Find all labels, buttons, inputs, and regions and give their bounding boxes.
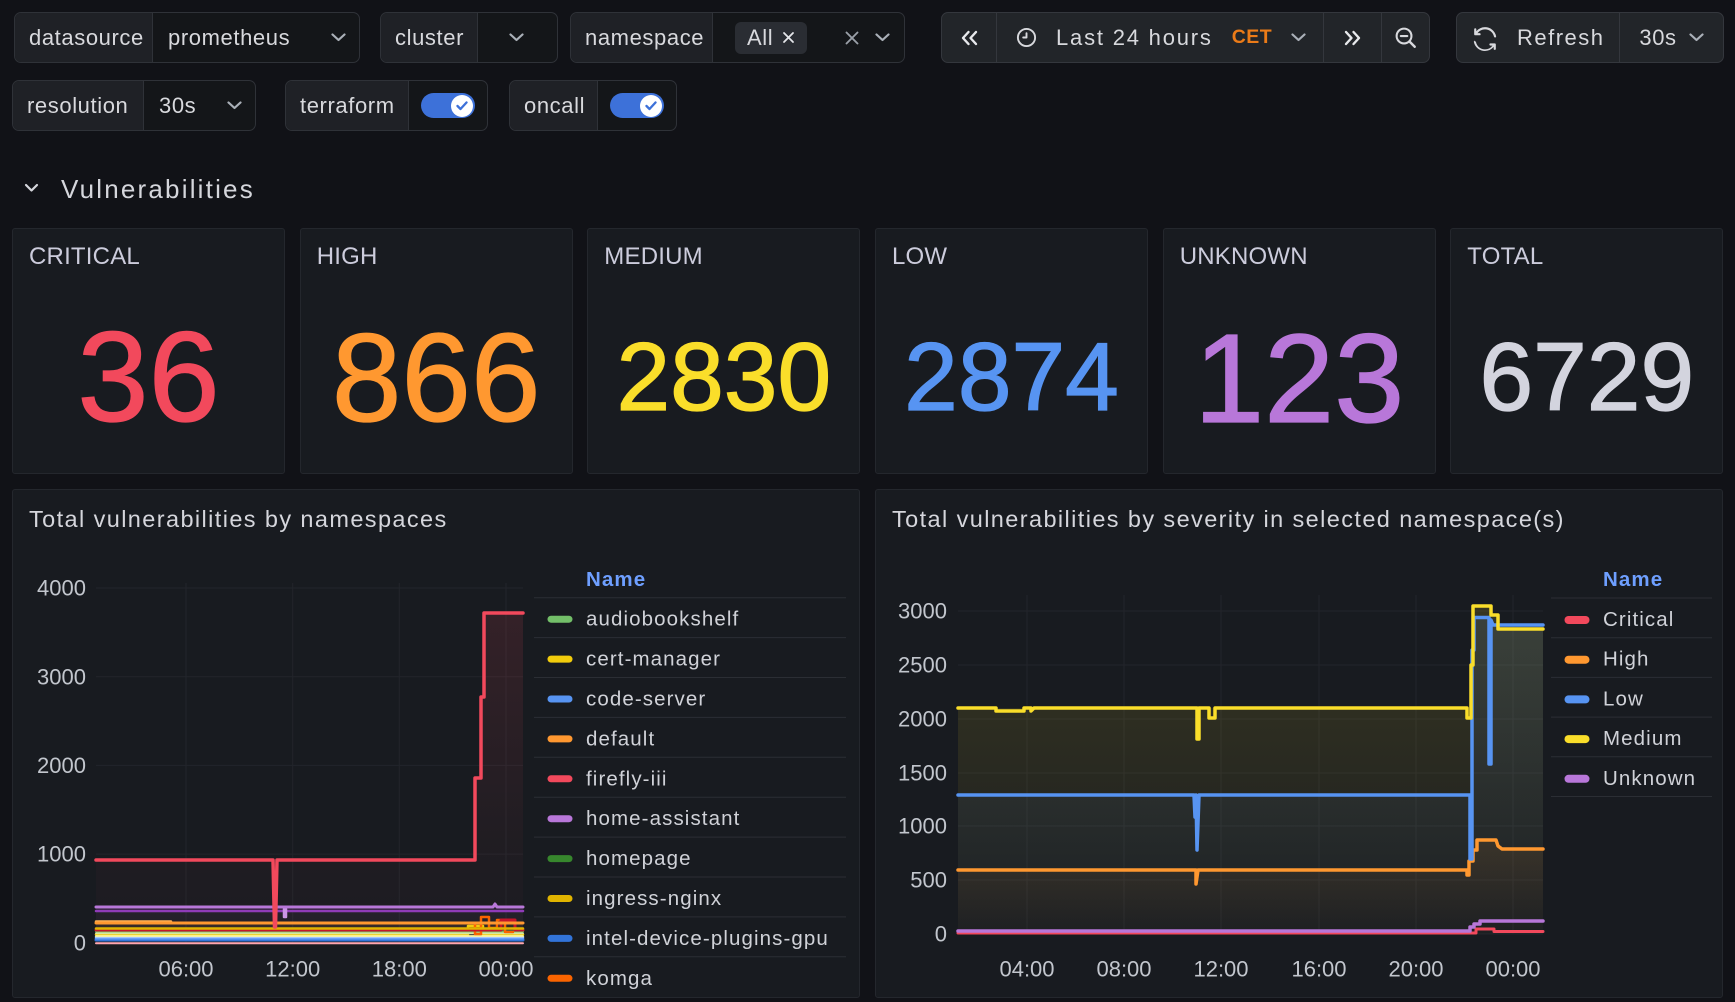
svg-text:Name: Name xyxy=(586,568,646,591)
svg-text:18:00: 18:00 xyxy=(372,956,427,981)
svg-text:firefly-iii: firefly-iii xyxy=(586,767,668,790)
svg-text:500: 500 xyxy=(910,868,947,893)
svg-text:2000: 2000 xyxy=(898,707,947,732)
svg-text:ingress-nginx: ingress-nginx xyxy=(586,887,722,910)
svg-text:intel-device-plugins-gpu: intel-device-plugins-gpu xyxy=(586,927,829,950)
svg-text:audiobookshelf: audiobookshelf xyxy=(586,608,739,631)
svg-text:1000: 1000 xyxy=(37,842,86,867)
svg-text:1000: 1000 xyxy=(898,814,947,839)
svg-text:1500: 1500 xyxy=(898,761,947,786)
svg-text:cert-manager: cert-manager xyxy=(586,648,721,671)
svg-text:04:00: 04:00 xyxy=(999,956,1054,981)
svg-text:0: 0 xyxy=(935,922,947,947)
svg-text:2500: 2500 xyxy=(898,653,947,678)
svg-text:code-server: code-server xyxy=(586,688,706,711)
svg-text:00:00: 00:00 xyxy=(1485,956,1540,981)
svg-text:Medium: Medium xyxy=(1603,727,1683,750)
svg-text:Unknown: Unknown xyxy=(1603,767,1696,790)
svg-text:20:00: 20:00 xyxy=(1388,956,1443,981)
svg-text:00:00: 00:00 xyxy=(478,956,533,981)
svg-text:3000: 3000 xyxy=(37,664,86,689)
svg-text:4000: 4000 xyxy=(37,576,86,601)
svg-text:default: default xyxy=(586,727,655,750)
svg-text:06:00: 06:00 xyxy=(158,956,213,981)
svg-text:Low: Low xyxy=(1603,687,1644,710)
svg-text:home-assistant: home-assistant xyxy=(586,807,740,830)
svg-text:komga: komga xyxy=(586,967,653,990)
svg-text:Name: Name xyxy=(1603,568,1663,591)
svg-text:12:00: 12:00 xyxy=(1193,956,1248,981)
svg-text:12:00: 12:00 xyxy=(265,956,320,981)
svg-text:16:00: 16:00 xyxy=(1291,956,1346,981)
svg-text:08:00: 08:00 xyxy=(1096,956,1151,981)
svg-text:homepage: homepage xyxy=(586,847,692,870)
svg-text:0: 0 xyxy=(74,930,86,955)
svg-text:High: High xyxy=(1603,648,1650,671)
svg-text:3000: 3000 xyxy=(898,599,947,624)
svg-text:Critical: Critical xyxy=(1603,608,1674,631)
svg-text:2000: 2000 xyxy=(37,753,86,778)
